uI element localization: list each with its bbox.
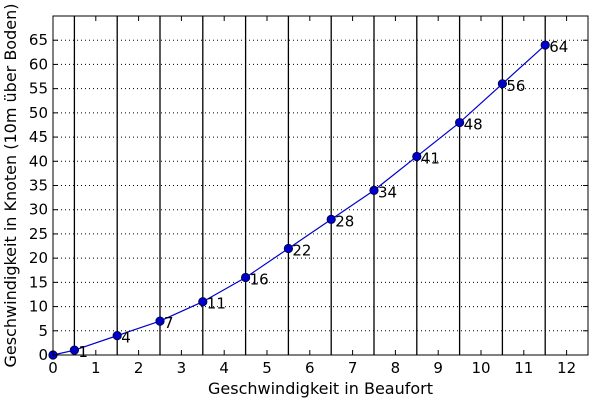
data-point (326, 214, 336, 224)
x-tick-label: 11 (514, 359, 533, 377)
data-point (69, 345, 80, 355)
x-tick-label: 6 (305, 359, 315, 377)
series-line (52, 44, 546, 356)
x-tick-label: 1 (91, 359, 101, 377)
data-label: 56 (506, 77, 525, 95)
series-layer: 1 4 7 11 16 22 28 34 41 48 56 64 (48, 38, 568, 361)
data-label: 48 (464, 116, 483, 134)
data-label: 28 (335, 212, 354, 230)
x-tick-label: 12 (557, 359, 576, 377)
y-tick-label: 15 (29, 273, 48, 291)
data-point (369, 185, 379, 195)
y-tick-label: 65 (29, 31, 48, 49)
y-tick-label: 55 (29, 80, 48, 98)
y-tick-label: 0 (38, 346, 48, 364)
data-label: 16 (250, 271, 269, 289)
y-tick-label: 35 (29, 177, 48, 195)
x-tick-label: 2 (134, 359, 144, 377)
data-point (241, 272, 251, 283)
y-tick-label: 30 (29, 201, 48, 219)
x-tick-label: 0 (48, 359, 58, 377)
y-tick-label: 50 (29, 104, 48, 122)
x-tick-label: 8 (391, 359, 401, 377)
x-tick-label: 4 (219, 359, 229, 377)
x-tick-label: 3 (177, 359, 187, 377)
ticks: 0 1 2 3 4 5 6 7 8 9 10 11 12051015202530354045505560… (29, 16, 588, 377)
data-label: 64 (549, 38, 568, 56)
data-label: 7 (164, 314, 174, 332)
y-tick-label: 40 (29, 152, 48, 170)
x-tick-label: 9 (433, 359, 443, 377)
y-axis-label: Geschwindigkeit in Knoten (10m über Bode… (1, 4, 20, 368)
x-tick-label: 10 (471, 359, 490, 377)
data-point (540, 40, 550, 50)
y-tick-label: 25 (29, 225, 48, 243)
data-label: 41 (421, 149, 440, 167)
y-tick-label: 10 (29, 298, 48, 316)
data-label: 34 (378, 183, 397, 201)
data-label: 22 (292, 241, 311, 259)
beaufort-boundary-lines (73, 16, 546, 355)
y-tick-label: 5 (38, 322, 48, 340)
data-point (412, 151, 422, 162)
x-axis-label: Geschwindigkeit in Beaufort (208, 379, 433, 398)
data-point (198, 297, 208, 307)
data-point (155, 316, 165, 326)
y-tick-label: 60 (29, 55, 48, 73)
data-label: 11 (207, 295, 226, 313)
y-tick-label: 20 (29, 249, 48, 267)
x-tick-label: 5 (262, 359, 272, 377)
data-label: 4 (121, 329, 131, 347)
data-label: 1 (78, 343, 88, 361)
data-point (112, 331, 122, 341)
data-point (454, 117, 465, 128)
data-point (497, 79, 507, 89)
x-tick-label: 7 (348, 359, 358, 377)
data-point (283, 243, 293, 254)
y-tick-label: 45 (29, 128, 48, 146)
